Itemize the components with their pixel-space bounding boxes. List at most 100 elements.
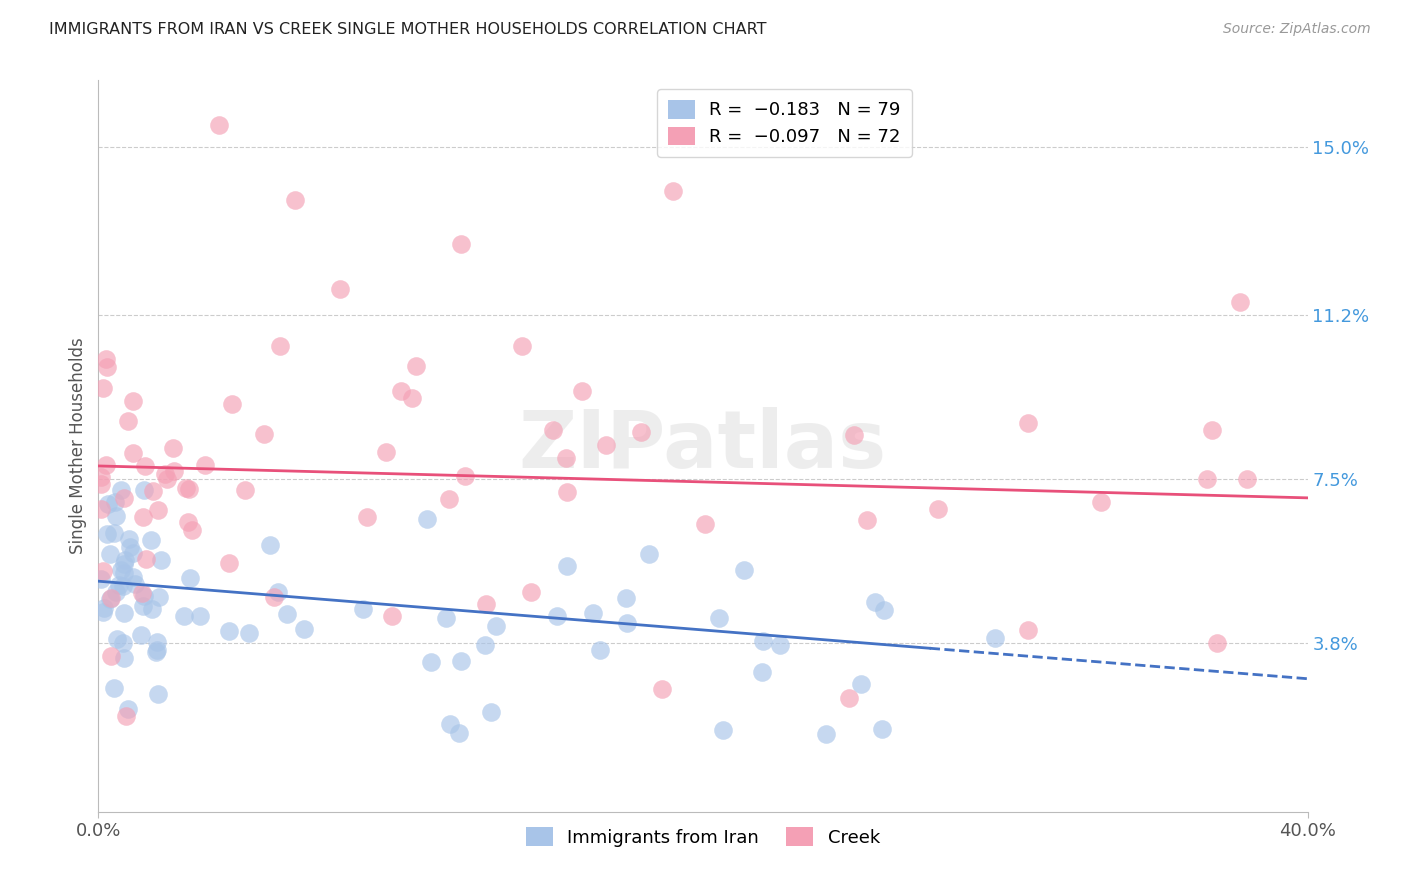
Point — [927, 501, 949, 516]
Point — [555, 485, 578, 500]
Point — [146, 687, 169, 701]
Point — [107, 578, 129, 592]
Point — [98, 592, 121, 607]
Point — [91, 382, 114, 396]
Point — [707, 611, 730, 625]
Point — [1195, 472, 1218, 486]
Y-axis label: Single Mother Households: Single Mother Households — [69, 338, 87, 554]
Point — [176, 481, 198, 495]
Point — [401, 391, 423, 405]
Point — [434, 611, 457, 625]
Point — [122, 446, 145, 460]
Point — [814, 727, 837, 741]
Point — [156, 472, 179, 486]
Point — [984, 631, 1007, 645]
Point — [132, 599, 155, 613]
Point — [163, 464, 186, 478]
Point — [416, 512, 439, 526]
Point — [616, 615, 638, 630]
Point — [557, 559, 579, 574]
Point — [148, 590, 170, 604]
Point — [141, 602, 163, 616]
Point — [439, 491, 461, 506]
Point — [110, 563, 132, 577]
Point — [1236, 472, 1258, 486]
Point — [146, 635, 169, 649]
Point — [284, 193, 307, 207]
Point — [479, 706, 502, 720]
Point — [733, 563, 755, 577]
Point — [865, 595, 887, 609]
Point — [100, 648, 122, 663]
Point — [651, 681, 673, 696]
Point — [1017, 417, 1039, 431]
Point — [105, 585, 128, 599]
Point — [112, 606, 135, 620]
Point — [266, 585, 288, 599]
Point — [474, 638, 496, 652]
Point — [112, 557, 135, 571]
Point — [118, 541, 141, 555]
Point — [90, 476, 112, 491]
Point — [110, 483, 132, 498]
Point — [91, 565, 114, 579]
Point — [100, 591, 122, 606]
Point — [115, 708, 138, 723]
Point — [637, 547, 659, 561]
Point — [276, 607, 298, 621]
Point — [870, 723, 893, 737]
Point — [112, 579, 135, 593]
Point — [838, 690, 860, 705]
Point — [218, 624, 240, 638]
Point — [1201, 423, 1223, 437]
Point — [118, 533, 141, 547]
Point — [510, 339, 533, 353]
Point — [139, 533, 162, 548]
Legend: Immigrants from Iran, Creek: Immigrants from Iran, Creek — [519, 820, 887, 854]
Point — [447, 726, 470, 740]
Point — [96, 359, 118, 374]
Point — [96, 497, 118, 511]
Point — [148, 502, 170, 516]
Point — [121, 394, 143, 409]
Point — [145, 645, 167, 659]
Point — [98, 547, 121, 561]
Point — [155, 467, 177, 481]
Point — [179, 571, 201, 585]
Point — [695, 516, 717, 531]
Point — [103, 681, 125, 696]
Point — [90, 502, 112, 516]
Point — [751, 665, 773, 679]
Point — [104, 508, 127, 523]
Point — [389, 384, 412, 398]
Text: IMMIGRANTS FROM IRAN VS CREEK SINGLE MOTHER HOUSEHOLDS CORRELATION CHART: IMMIGRANTS FROM IRAN VS CREEK SINGLE MOT… — [49, 22, 766, 37]
Point — [454, 469, 477, 483]
Point — [582, 606, 605, 620]
Point — [112, 651, 135, 665]
Point — [114, 553, 136, 567]
Point — [546, 609, 568, 624]
Point — [103, 525, 125, 540]
Point — [711, 723, 734, 738]
Point — [1229, 294, 1251, 309]
Point — [352, 601, 374, 615]
Point — [208, 118, 231, 132]
Point — [420, 656, 443, 670]
Point — [121, 546, 143, 560]
Point — [117, 702, 139, 716]
Point — [173, 608, 195, 623]
Point — [177, 516, 200, 530]
Point — [104, 495, 127, 509]
Point — [329, 282, 352, 296]
Point — [194, 458, 217, 472]
Point — [145, 642, 167, 657]
Point — [91, 605, 114, 619]
Point — [768, 638, 790, 652]
Text: ZIPatlas: ZIPatlas — [519, 407, 887, 485]
Point — [661, 184, 683, 198]
Point — [90, 573, 112, 587]
Point — [263, 590, 285, 604]
Text: Source: ZipAtlas.com: Source: ZipAtlas.com — [1223, 22, 1371, 37]
Point — [129, 627, 152, 641]
Point — [1206, 636, 1229, 650]
